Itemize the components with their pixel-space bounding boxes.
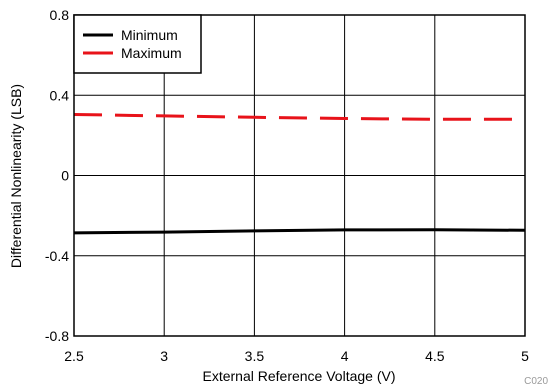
legend-label-minimum: Minimum	[121, 27, 178, 43]
y-tick-label: 0.4	[50, 87, 70, 103]
plot-frame	[73, 14, 526, 337]
y-tick-label: 0	[61, 168, 69, 184]
series-lines	[73, 113, 526, 235]
legend: Minimum Maximum	[73, 14, 202, 74]
x-tick-label: 4	[341, 348, 349, 364]
x-tick-label: 2.5	[64, 348, 84, 364]
y-tick-labels: 0.8 0.4 0 -0.4 -0.8	[45, 7, 69, 344]
x-tick-label: 5	[521, 348, 529, 364]
x-tick-label: 4.5	[425, 348, 445, 364]
legend-label-maximum: Maximum	[121, 45, 182, 61]
x-tick-label: 3.5	[245, 348, 265, 364]
figure-code-label: C020	[524, 376, 548, 387]
x-tick-labels: 2.5 3 3.5 4 4.5 5	[64, 348, 529, 364]
y-tick-label: -0.4	[45, 248, 69, 264]
legend-box	[73, 14, 202, 74]
series-line-minimum	[73, 228, 526, 235]
x-axis-label: External Reference Voltage (V)	[203, 368, 396, 384]
y-tick-label: 0.8	[50, 7, 70, 23]
y-tick-label: -0.8	[45, 328, 69, 344]
y-axis-label: Differential Nonlinearity (LSB)	[8, 84, 24, 268]
x-tick-label: 3	[160, 348, 168, 364]
series-line-maximum	[73, 113, 525, 121]
